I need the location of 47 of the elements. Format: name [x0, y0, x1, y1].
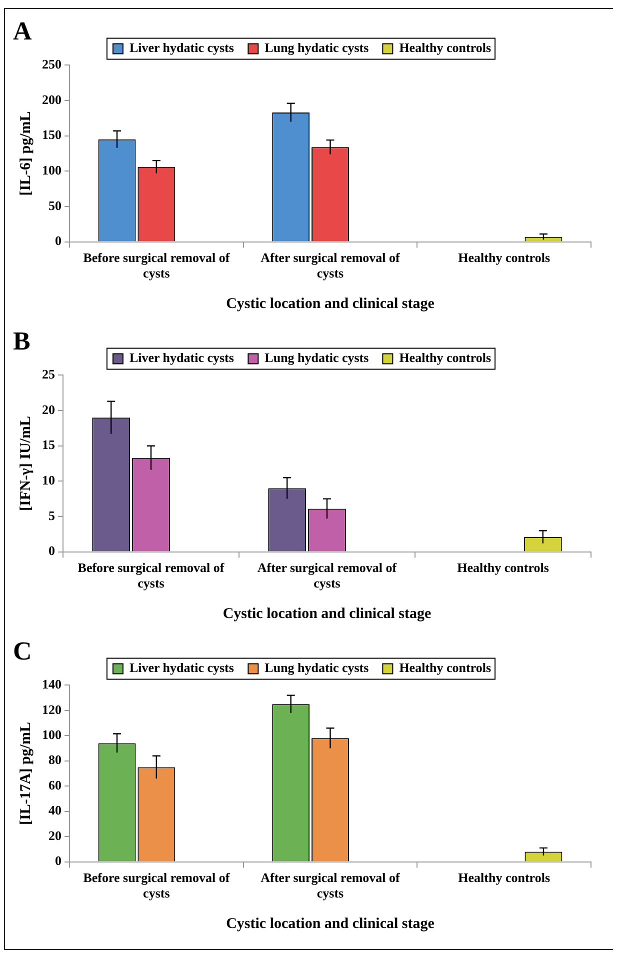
y-tick-label: 15 — [42, 437, 56, 452]
x-tick-label: Before surgical removal of cysts — [78, 560, 225, 591]
legend-label: Liver hydatic cysts — [129, 660, 234, 676]
y-tick-label: 25 — [42, 366, 56, 382]
chart-title: B — [13, 326, 30, 356]
y-tick-label: 140 — [42, 676, 62, 692]
x-tick-label: Before surgical removal of cysts — [83, 870, 230, 901]
y-tick-label: 10 — [42, 472, 55, 488]
y-tick-label: 80 — [48, 752, 62, 768]
x-tick-label: Before surgical removal of cysts — [83, 250, 230, 281]
y-axis-title: [IL-6] pg/mL — [18, 111, 34, 196]
y-tick-label: 60 — [48, 777, 62, 792]
x-tick-label: After surgical removal of cysts — [257, 560, 398, 591]
y-tick-label: 50 — [48, 198, 62, 213]
y-tick-label: 100 — [42, 727, 62, 742]
y-tick-label: 100 — [42, 162, 62, 178]
y-axis-title: [IFN-γ] IU/mL — [18, 416, 34, 511]
y-tick-label: 150 — [42, 127, 62, 142]
legend-label: Healthy controls — [399, 350, 492, 366]
chart-title: C — [13, 636, 32, 666]
legend-label: Liver hydatic cysts — [129, 40, 234, 56]
y-tick-label: 0 — [55, 853, 62, 868]
legend-label: Lung hydatic cysts — [264, 40, 369, 56]
x-tick-label: Healthy controls — [458, 250, 550, 265]
x-tick-label: Healthy controls — [458, 870, 550, 885]
chart-title: A — [13, 16, 32, 46]
x-axis-title: Cystic location and clinical stage — [226, 916, 435, 932]
x-axis-title: Cystic location and clinical stage — [222, 606, 432, 622]
x-tick-label: After surgical removal of cysts — [260, 870, 401, 901]
legend-label: Healthy controls — [399, 660, 492, 676]
legend-label: Liver hydatic cysts — [129, 350, 234, 366]
x-tick-label: After surgical removal of cysts — [260, 250, 401, 281]
y-tick-label: 5 — [48, 508, 56, 523]
legend-label: Lung hydatic cysts — [264, 660, 369, 676]
y-tick-label: 40 — [48, 802, 62, 818]
x-tick-label: Healthy controls — [457, 560, 549, 575]
legend-label: Lung hydatic cysts — [264, 350, 369, 366]
legend-label: Healthy controls — [399, 40, 492, 56]
y-tick-label: 200 — [42, 92, 62, 107]
y-tick-label: 0 — [55, 233, 62, 248]
y-tick-label: 20 — [48, 828, 62, 843]
y-axis-title: [IL-17A] pg/mL — [18, 722, 34, 825]
y-tick-label: 0 — [48, 543, 55, 558]
y-tick-label: 120 — [42, 702, 62, 717]
y-tick-label: 250 — [42, 56, 62, 72]
y-tick-label: 20 — [42, 402, 55, 417]
x-axis-title: Cystic location and clinical stage — [226, 296, 435, 312]
